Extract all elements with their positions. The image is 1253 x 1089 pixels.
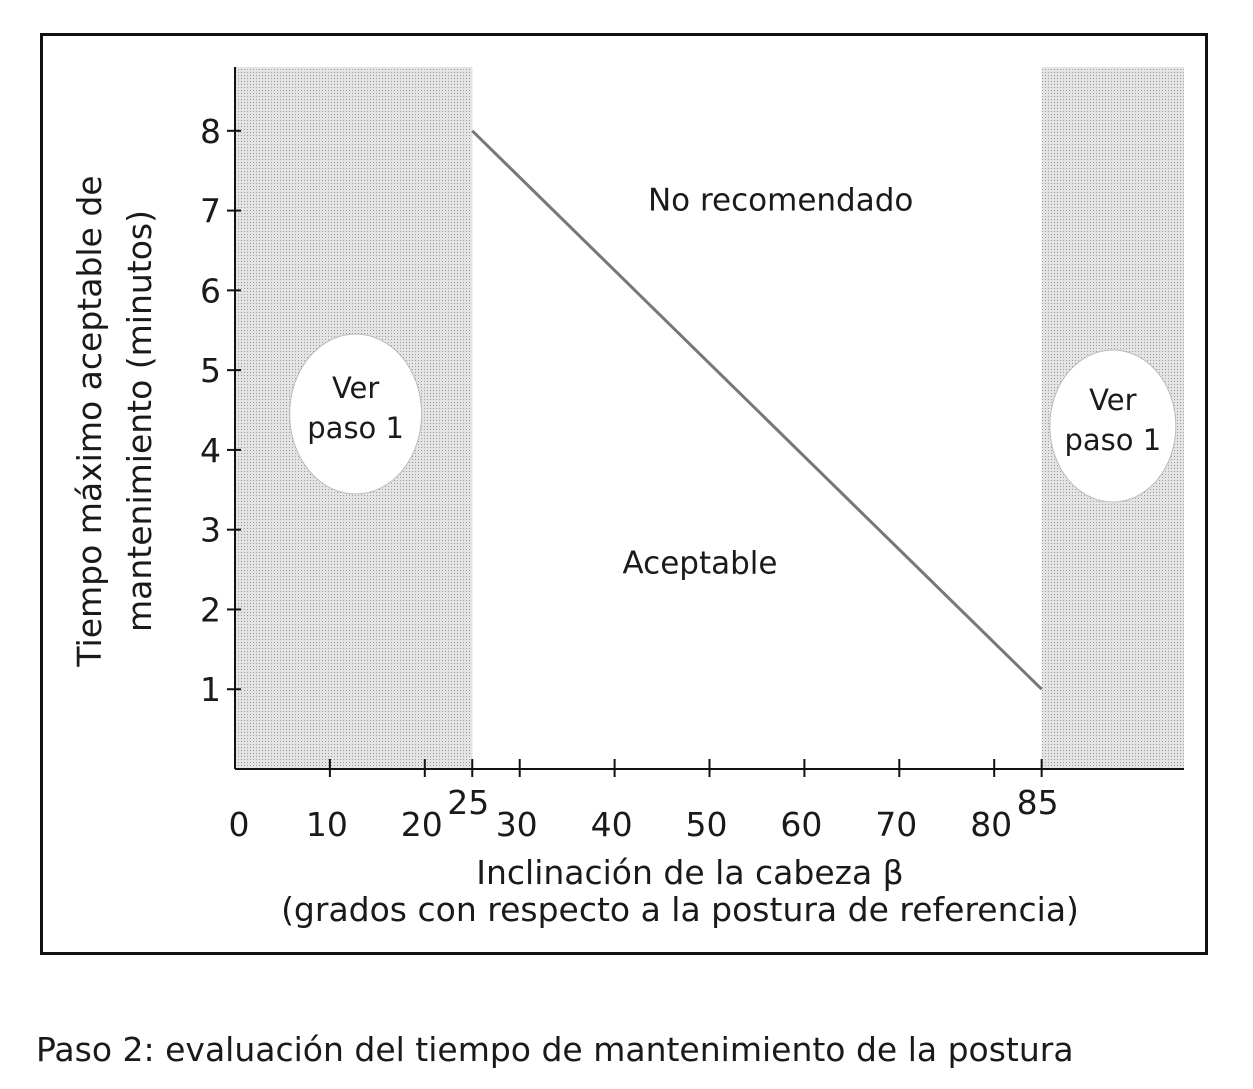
y-axis-title: Tiempo máximo aceptable de [70,175,109,667]
ver-paso-bubble-1 [289,333,423,495]
zone-label-no-recomendado: No recomendado [648,183,913,219]
ver-paso-bubble-2 [1049,349,1177,503]
x-tick-label-25: 25 [447,783,489,822]
y-tick-label-2: 2 [200,590,221,629]
ver-paso-label-1-line-2: paso 1 [307,411,404,445]
chart-frame: Ver paso 1 Ver paso 1 1 2 3 4 5 6 7 8 0 10 20 25 30 40 50… [40,33,1208,955]
x-tick-label-70: 70 [875,805,917,844]
limit-line-1 [471,129,1043,691]
ver-paso-label-2-line-2: paso 1 [1064,423,1161,457]
x-tick-label-10: 10 [306,805,348,844]
figure-caption: Paso 2: evaluación del tiempo de manteni… [36,1030,1074,1069]
x-tick-label-80: 80 [970,805,1012,844]
x-tick-label-30: 30 [496,805,538,844]
zone-label-aceptable: Aceptable [623,546,778,582]
y-axis-subtitle: mantenimiento (minutos) [120,210,159,632]
y-tick-label-8: 8 [200,112,221,151]
y-tick-label-6: 6 [200,271,221,310]
ver-paso-label-1-line-1: Ver [332,371,379,405]
x-tick-label-20: 20 [401,805,443,844]
x-axis-title: Inclinación de la cabeza β [476,853,904,892]
x-tick-label-0: 0 [229,805,250,844]
x-tick-label-40: 40 [591,805,633,844]
y-tick-label-1: 1 [200,670,221,709]
x-tick-label-85: 85 [1017,783,1059,822]
y-tick-label-7: 7 [200,192,221,231]
x-tick-label-50: 50 [686,805,728,844]
y-tick-label-5: 5 [200,351,221,390]
x-axis-subtitle: (grados con respecto a la postura de ref… [281,890,1079,929]
y-tick-label-3: 3 [200,511,221,550]
x-tick-label-60: 60 [780,805,822,844]
y-tick-label-4: 4 [200,431,221,470]
ver-paso-label-2-line-1: Ver [1089,383,1136,417]
